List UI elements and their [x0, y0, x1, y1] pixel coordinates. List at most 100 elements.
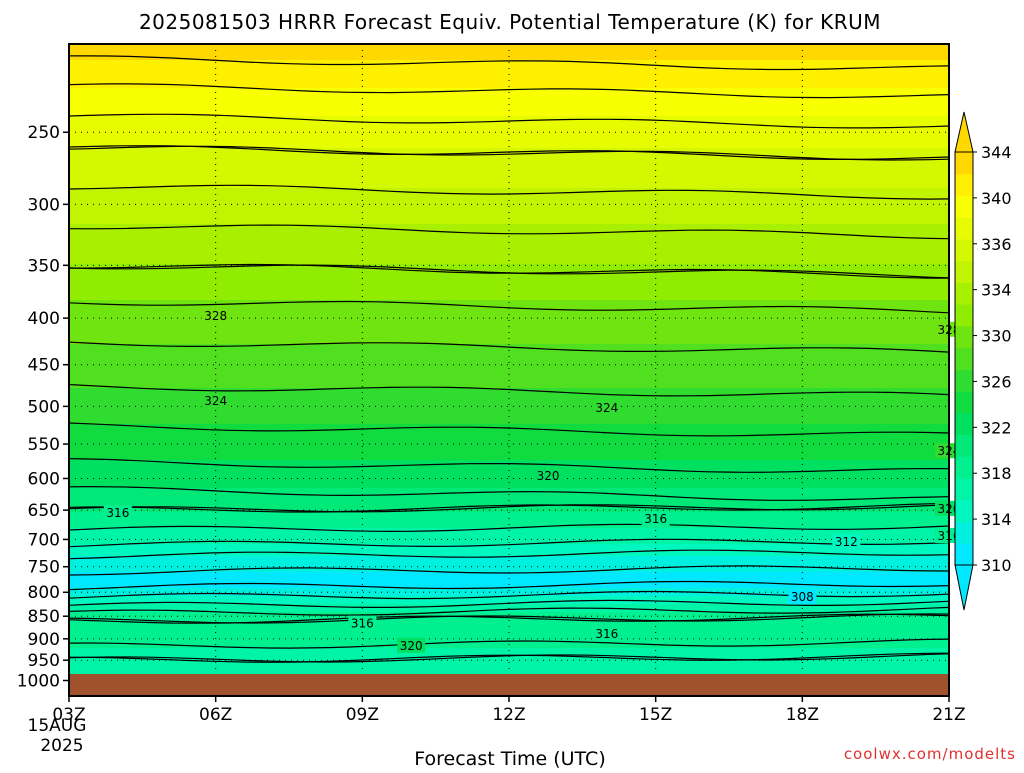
field-band — [69, 308, 949, 313]
field-band — [69, 532, 949, 537]
field-band — [69, 104, 949, 109]
field-band — [69, 388, 949, 393]
x-tick-label: 09Z — [346, 705, 379, 725]
colorbar-segment — [955, 521, 973, 544]
y-tick-label: 800 — [28, 583, 60, 603]
y-tick-label: 350 — [28, 256, 60, 276]
contour-label-text: 316 — [595, 627, 618, 641]
contour-label-text: 320 — [537, 469, 560, 483]
contour-label-text: 324 — [595, 401, 618, 415]
field-band — [69, 560, 949, 565]
contour-label-text: 324 — [204, 394, 227, 408]
field-band — [69, 604, 949, 609]
field-band — [69, 644, 949, 649]
field-band — [69, 428, 949, 433]
colorbar-top-arrow — [954, 111, 974, 153]
field-band — [69, 160, 949, 165]
field-band — [69, 364, 949, 369]
field-band — [69, 440, 949, 445]
contour-label-316: 316 — [641, 511, 670, 527]
chart-title: 2025081503 HRRR Forecast Equiv. Potentia… — [139, 10, 881, 34]
colorbar-segment — [955, 347, 973, 370]
contour-label-bg — [534, 467, 563, 483]
field-band — [69, 200, 949, 205]
contour-318 — [68, 613, 950, 624]
x-tick-label: 15Z — [639, 705, 672, 725]
field-band — [69, 56, 949, 61]
field-band — [69, 484, 949, 489]
y-tick-label: 500 — [28, 397, 60, 417]
field-band — [69, 176, 949, 181]
x-tick-label: 03Z — [52, 705, 85, 725]
field-band — [69, 44, 949, 49]
colorbar: 310 314 318 322 326 330 334 336 340 344 — [954, 111, 1012, 611]
field-band — [69, 436, 949, 441]
contour-label-text: 328 — [204, 309, 227, 323]
contour-334 — [68, 224, 950, 240]
field-band — [69, 304, 949, 309]
colorbar-segment — [955, 543, 973, 566]
contour-label-bg — [397, 637, 426, 653]
field-band — [69, 188, 949, 193]
y-tick-label: 650 — [28, 501, 60, 521]
field-band — [69, 496, 949, 501]
field-band — [69, 448, 949, 453]
colorbar-segment — [955, 456, 973, 479]
field-band — [69, 236, 949, 241]
field-band — [69, 608, 949, 613]
field-band — [69, 220, 949, 225]
field-band — [69, 596, 949, 601]
colorbar-label: 314 — [981, 510, 1012, 529]
colorbar-segment — [955, 238, 973, 262]
field-band — [69, 460, 949, 465]
field-band — [69, 500, 949, 505]
contour-318 — [68, 502, 950, 513]
y-tick-label: 700 — [28, 530, 60, 550]
colorbar-label: 310 — [981, 556, 1012, 575]
contour-label-324: 324 — [592, 399, 621, 415]
y-tick-label: 850 — [28, 607, 60, 627]
contour-label-328: 328 — [201, 308, 230, 324]
colorbar-label: 334 — [981, 281, 1012, 300]
field-band — [69, 412, 949, 417]
field-band — [69, 284, 949, 289]
contour-label-bg — [641, 511, 670, 527]
field-band — [69, 272, 949, 277]
field-band — [69, 512, 949, 517]
field-band — [69, 340, 949, 345]
field-band — [69, 632, 949, 637]
field-band — [69, 640, 949, 645]
contour-label-bg — [832, 534, 861, 550]
contour-label-316: 316 — [103, 505, 132, 521]
field-band — [69, 656, 949, 661]
field-band — [69, 124, 949, 129]
field-band — [69, 280, 949, 285]
field-band — [69, 128, 949, 133]
field-band — [69, 452, 949, 457]
colorbar-label: 340 — [981, 189, 1012, 208]
x-axis-title: Forecast Time (UTC) — [414, 748, 605, 768]
colorbar-label: 336 — [981, 235, 1012, 254]
field-band — [69, 652, 949, 657]
colorbar-segment — [955, 434, 973, 457]
contour-label-316: 316 — [592, 625, 621, 641]
colorbar-segment — [955, 391, 973, 414]
x-axis: 03Z 06Z 09Z 12Z 15Z 18Z 21Z — [52, 696, 966, 725]
field-band — [69, 628, 949, 633]
field-band — [69, 116, 949, 121]
field-band — [69, 148, 949, 153]
field-band — [69, 268, 949, 273]
y-tick-label: 900 — [28, 630, 60, 650]
date-day-label: 15AUG — [28, 716, 87, 736]
field-band — [69, 464, 949, 469]
contour-label-324: 324 — [201, 392, 230, 408]
credit-text: coolwx.com/modelts — [844, 745, 1016, 763]
field-band — [69, 376, 949, 381]
x-tick-label: 18Z — [786, 705, 819, 725]
y-tick-label: 400 — [28, 309, 60, 329]
colorbar-segment — [955, 304, 973, 327]
field-band — [69, 584, 949, 589]
contour-344 — [69, 55, 950, 71]
field-band — [69, 344, 949, 349]
field-band — [69, 568, 949, 573]
